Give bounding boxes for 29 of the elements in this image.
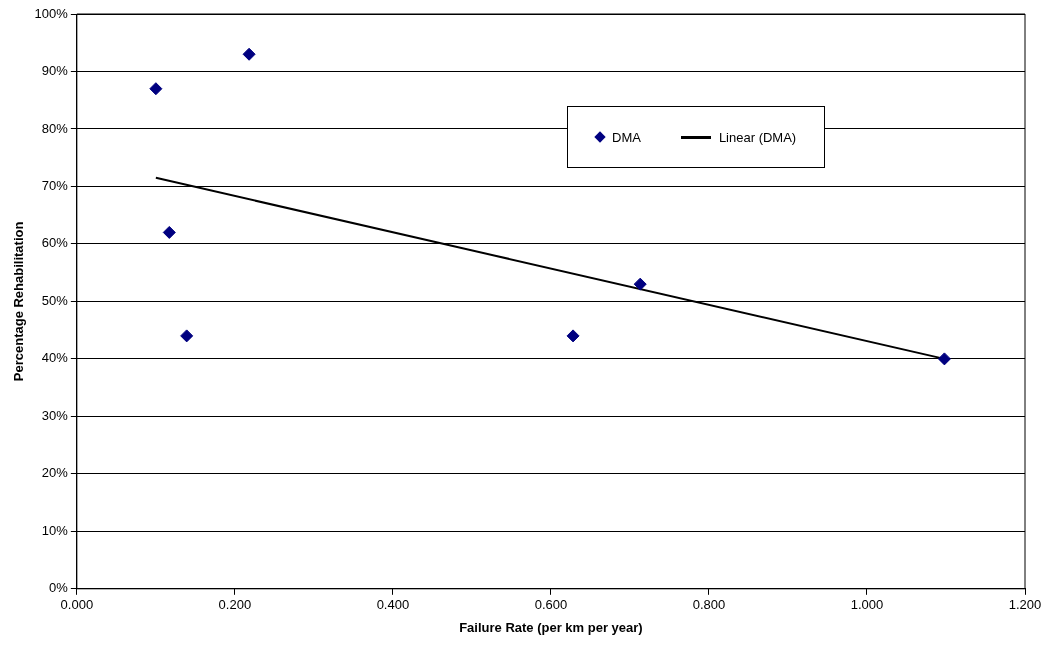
x-tick-label: 1.200 [1008,597,1042,613]
x-tick-label: 1.000 [850,597,884,613]
x-tick-label: 0.000 [60,597,94,613]
y-tick-label: 0% [49,580,69,596]
y-tick-label: 60% [41,235,69,251]
point [566,329,580,343]
point [633,277,647,291]
y-tick-label: 20% [41,465,69,481]
point [149,82,163,96]
legend-label: Linear (DMA) [718,129,797,145]
y-tick-label: 40% [41,350,69,366]
y-tick-label: 70% [41,178,69,194]
y-tick-label: 100% [34,5,69,21]
y-axis-title: Percentage Rehabilitation [11,221,27,382]
point [180,329,194,343]
y-tick-label: 30% [41,407,69,423]
x-tick-label: 0.200 [218,597,252,613]
x-tick-label: 0.600 [534,597,568,613]
legend-label: DMA [612,129,641,145]
x-axis-title: Failure Rate (per km per year) [459,619,643,635]
y-tick-label: 50% [41,292,69,308]
x-tick-label: 0.800 [692,597,726,613]
x-tick-label: 0.400 [376,597,410,613]
y-tick-label: 80% [41,120,69,136]
point [162,225,176,239]
y-tick-label: 90% [41,63,69,79]
y-tick-label: 10% [41,522,69,538]
point [242,47,256,61]
point [937,352,951,366]
